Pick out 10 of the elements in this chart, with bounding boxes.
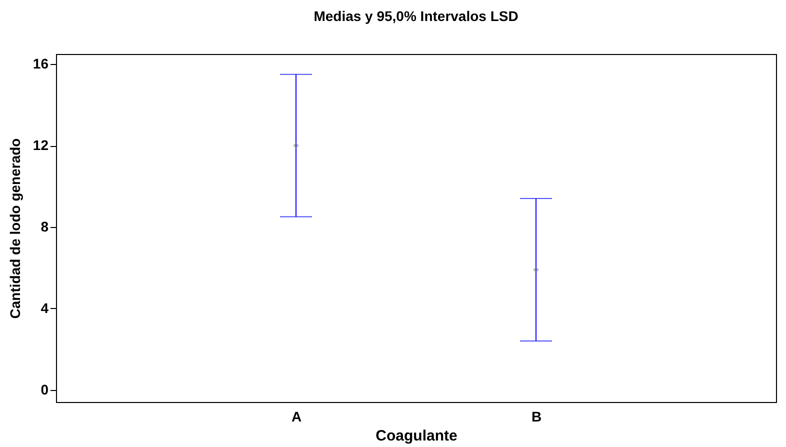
x-axis-title: Coagulante [376, 428, 458, 444]
chart-title: Medias y 95,0% Intervalos LSD [314, 8, 518, 24]
y-tick-label: 16 [32, 56, 49, 72]
y-tick-label: 4 [40, 300, 49, 316]
y-axis-title: Cantidad de lodo generado [6, 138, 23, 319]
y-tick-label: 8 [40, 218, 49, 234]
y-tick-label: 12 [32, 137, 49, 154]
y-tick-label: 0 [40, 381, 49, 398]
x-tick-label: B [531, 408, 542, 424]
x-tick-label: A [291, 408, 302, 424]
